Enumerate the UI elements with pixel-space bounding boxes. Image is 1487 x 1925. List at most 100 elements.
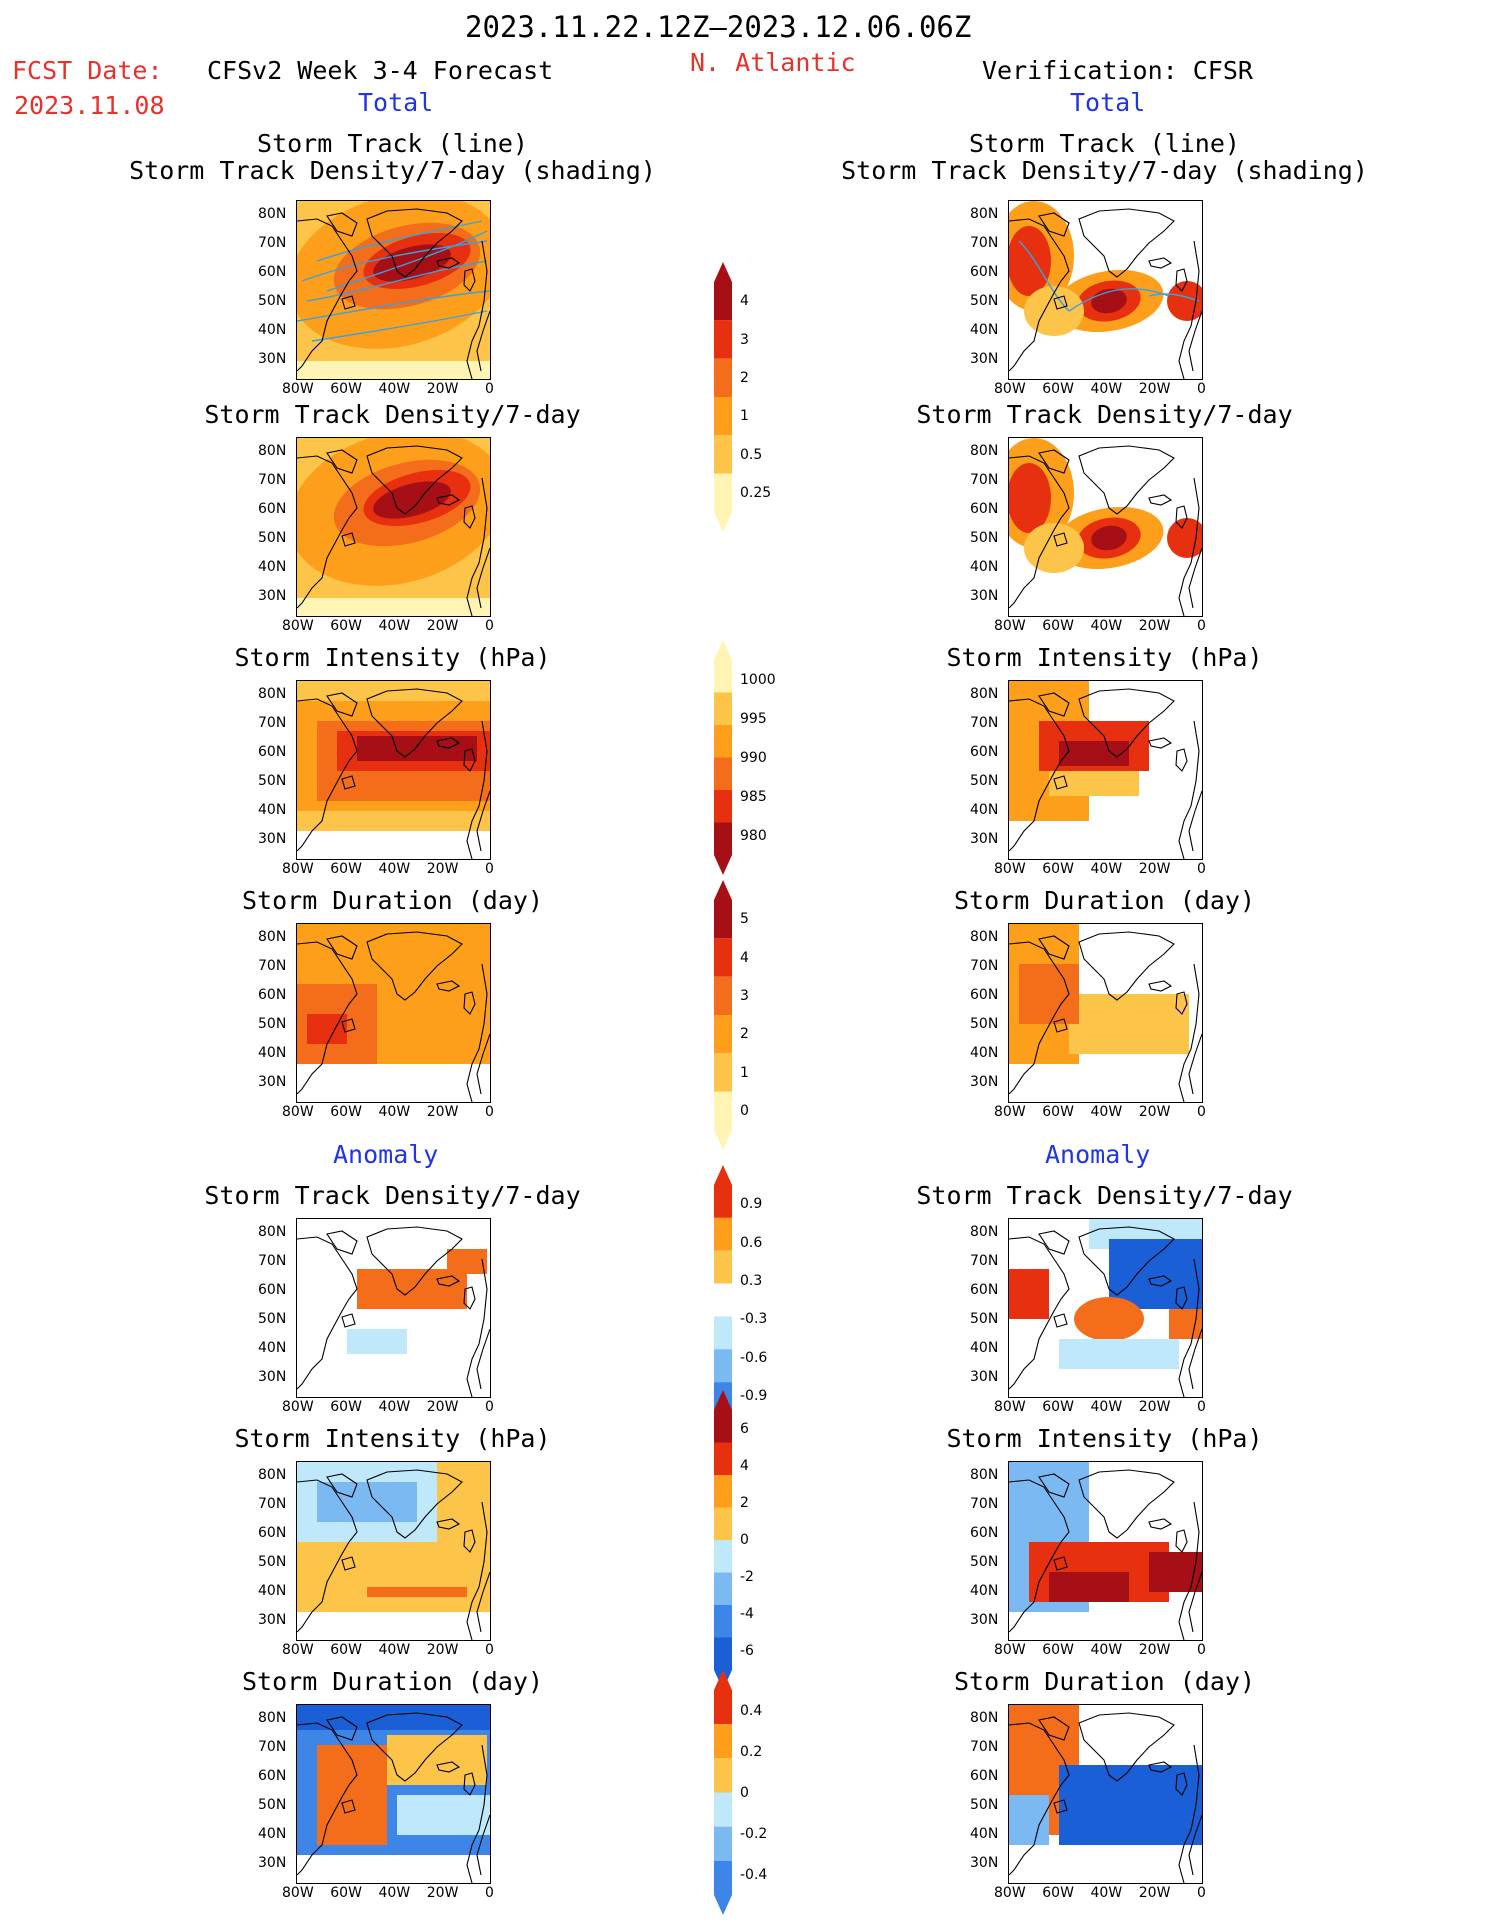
lat-tick-label: 50N [258,1016,287,1032]
colorbar-label: 4 [740,1457,749,1474]
lon-tick-label: 40W [1090,618,1123,634]
coastline-6 [1178,720,1200,859]
colorbar-label: -4 [740,1606,754,1623]
coastline-7 [1188,1814,1202,1876]
shade-dark-red [1091,525,1127,551]
coastline-0 [1078,931,1175,1001]
shade-red [1167,518,1202,558]
coastline-2 [326,1716,358,1741]
lat-tick-label: 50N [970,1016,999,1032]
colorbar-segment [714,1507,732,1540]
coastline-2 [1038,212,1070,237]
map-verification-2 [1008,680,1203,860]
map-forecast-2 [296,680,491,860]
colorbar-segment [714,1475,732,1508]
shade-light [1024,523,1084,573]
shade-dark-red [1049,1572,1129,1602]
lat-tick-label: 60N [970,1282,999,1298]
coastline-4 [436,494,461,506]
coastline-3 [341,1018,356,1033]
lon-tick-label: 40W [378,381,411,397]
coastline-6 [466,477,488,616]
coastline-6 [1178,963,1200,1102]
coastline-4 [436,1518,461,1530]
lat-tick-label: 30N [970,1369,999,1385]
lon-tick-label: 20W [426,861,459,877]
coastline-2 [326,935,358,960]
lon-tick-label: 40W [378,1642,411,1658]
colorbar-tip-top [714,640,732,660]
storm-track-line [1148,293,1200,302]
coastline-3 [341,295,356,310]
lat-tick-label: 80N [970,1467,999,1483]
coastline-6 [1178,240,1200,379]
coastline-1 [1009,1479,1070,1633]
lat-tick-label: 30N [970,1612,999,1628]
coastline-4 [436,980,461,992]
coastline-3 [1053,295,1068,310]
colorbar-tip-top [714,1390,732,1410]
coastline-1 [297,1722,358,1876]
cb-duration-anom [712,1670,736,1919]
lat-tick-label: 70N [970,715,999,731]
lat-tick-label: 80N [258,206,287,222]
shade-red [1167,281,1202,321]
coastline-3 [1053,775,1068,790]
lat-tick-label: 60N [258,1282,287,1298]
shade-light [1069,994,1189,1054]
lon-tick-label: 80W [994,861,1026,877]
panel-title-forecast-1: Storm Track Density/7-day [204,400,581,429]
colorbar-segment [714,976,732,1015]
lat-tick-label: 30N [258,1612,287,1628]
coastline-5 [463,748,476,772]
coastline-7 [476,547,490,609]
shade-dark-blue [297,1705,490,1730]
lat-tick-label: 70N [258,715,287,731]
lon-tick-label: 60W [1042,1104,1074,1120]
colorbar-segment [714,1250,732,1284]
lon-tick-label: 60W [1042,618,1074,634]
lat-tick-label: 60N [970,1768,999,1784]
colorbar-label: 985 [740,788,767,805]
lat-tick-label: 60N [970,1525,999,1541]
lon-tick-label: 40W [378,618,411,634]
coastline-7 [1188,1328,1202,1390]
lat-tick-label: 50N [970,293,999,309]
lat-tick-label: 50N [258,293,287,309]
lat-tick-label: 70N [258,235,287,251]
lon-tick-label: 40W [378,861,411,877]
shade-light [1049,771,1139,796]
lon-tick-label: 20W [426,1885,459,1901]
colorbar-segment [714,1540,732,1573]
map-forecast-0 [296,200,491,380]
lon-tick-label: 60W [1042,1642,1074,1658]
lon-tick-label: 80W [994,381,1026,397]
coastline-2 [326,1230,358,1255]
lon-tick-label: 0 [1197,1104,1206,1120]
colorbar-tip-top [714,1165,732,1185]
coastline-2 [1038,1716,1070,1741]
coastline-4 [436,1761,461,1773]
lat-tick-label: 40N [258,1045,287,1061]
coastline-5 [1175,991,1188,1015]
fcst-date-value: 2023.11.08 [14,91,165,120]
lat-tick-label: 70N [970,1253,999,1269]
colorbar-segment [714,1442,732,1475]
shade-dark-red [373,481,451,519]
storm-track-line [316,220,483,262]
shade-orange-red [447,1249,487,1274]
colorbar-segment [714,1185,732,1218]
shade-orange-red [1019,964,1079,1024]
lon-tick-label: 40W [1090,1399,1123,1415]
colorbar-segment [714,757,732,790]
colorbar-segment [714,900,732,939]
coastline-0 [366,931,463,1001]
lat-tick-label: 50N [970,773,999,789]
storm-track-line [297,290,490,322]
colorbar-label: 0.2 [740,1743,763,1760]
map-verification-5 [1008,1461,1203,1641]
lat-tick-label: 70N [970,472,999,488]
colorbar-label: 1000 [740,671,776,688]
lat-tick-label: 40N [970,802,999,818]
shade-orange-red [367,1587,467,1597]
